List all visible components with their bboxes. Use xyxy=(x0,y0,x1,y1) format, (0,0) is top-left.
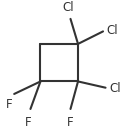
Text: Cl: Cl xyxy=(109,82,121,95)
Text: F: F xyxy=(6,98,13,111)
Text: Cl: Cl xyxy=(107,24,118,37)
Text: F: F xyxy=(25,116,31,129)
Text: F: F xyxy=(67,116,74,129)
Text: Cl: Cl xyxy=(62,1,74,14)
